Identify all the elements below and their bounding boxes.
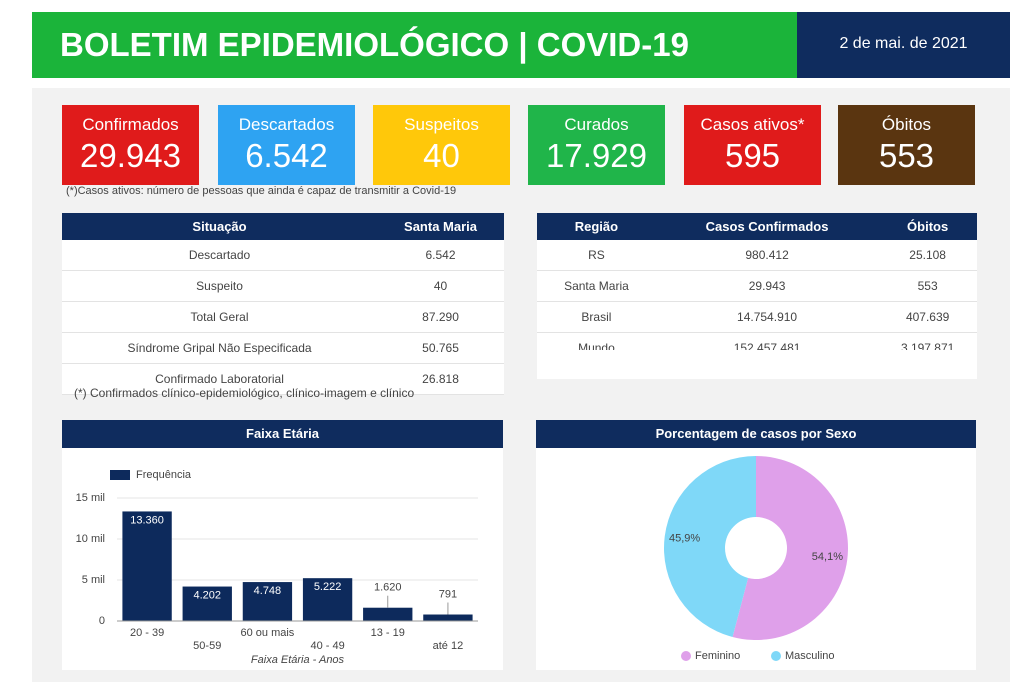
- bar: [242, 582, 293, 621]
- header-row: Região Casos Confirmados Óbitos: [537, 213, 977, 240]
- legend-dot: [771, 651, 781, 661]
- header-row: Situação Santa Maria: [62, 213, 504, 240]
- table-row: Brasil 14.754.910 407.639: [537, 301, 977, 333]
- table-row: Total Geral 87.290: [62, 301, 504, 333]
- value-label: 4.202: [193, 589, 221, 601]
- legend-dot: [681, 651, 691, 661]
- column-header: Casos Confirmados: [655, 213, 879, 240]
- table-regiao: Região Casos Confirmados Óbitos RS 980.412 25…: [537, 213, 977, 364]
- kpi-value: 40: [423, 137, 460, 174]
- bar: [363, 607, 413, 621]
- kpi-label: Confirmados: [82, 115, 179, 134]
- y-tick-label: 10 mil: [76, 533, 105, 545]
- table-cell: Total Geral: [62, 301, 378, 333]
- table-cell: 40: [377, 270, 504, 302]
- kpi-value: 553: [878, 137, 935, 174]
- kpi-card: Suspeitos 40: [373, 105, 510, 185]
- value-label: 1.620: [374, 582, 402, 594]
- table-cell: 407.639: [878, 301, 977, 333]
- table-cell: 50.765: [377, 332, 504, 364]
- kpi-label: Curados: [564, 115, 629, 134]
- kpi-card: Descartados 6.542: [218, 105, 355, 185]
- table-cell: Descartado: [62, 240, 378, 271]
- table-cell: 29.943: [655, 270, 879, 302]
- legend-label: Masculino: [785, 650, 835, 662]
- table-cell: 6.542: [377, 240, 504, 271]
- x-tick-label: 50-59: [193, 640, 221, 652]
- column-header: Região: [537, 213, 656, 240]
- x-tick-label: 40 - 49: [310, 640, 344, 652]
- kpi-card: Confirmados 29.943: [62, 105, 199, 185]
- x-tick-label: 60 ou mais: [241, 627, 295, 639]
- table-cell: 980.412: [655, 240, 879, 271]
- table-cell: RS: [537, 240, 656, 271]
- slice-label: 54,1%: [812, 551, 843, 563]
- y-tick-label: 5 mil: [82, 574, 105, 586]
- header-date: 2 de mai. de 2021: [797, 12, 1010, 78]
- bar-chart: 0 5 mil 10 mil 15 mil Frequência 13.360 20 - 3…: [76, 469, 478, 666]
- kpi-label: Casos ativos*: [700, 115, 805, 134]
- pie-slice: [663, 456, 756, 637]
- y-tick-label: 0: [99, 615, 105, 627]
- table-cell: Confirmado Laboratorial: [62, 363, 378, 395]
- kpi-card: Casos ativos* 595: [684, 105, 821, 185]
- kpi-card: Óbitos 553: [838, 105, 975, 185]
- table-cell: 553: [878, 270, 977, 302]
- x-tick-label: até 12: [433, 640, 464, 652]
- legend-label: Frequência: [136, 469, 192, 481]
- y-tick-label: 15 mil: [76, 492, 105, 504]
- kpi-value: 29.943: [80, 137, 181, 174]
- kpi-value: 595: [724, 137, 781, 174]
- legend-label: Feminino: [695, 650, 740, 662]
- table-cell: 26.818: [377, 363, 504, 395]
- table-row: Suspeito 40: [62, 270, 504, 302]
- pie-slice: [732, 456, 848, 640]
- table-cell: Santa Maria: [537, 270, 656, 302]
- table-cell: 87.290: [377, 301, 504, 333]
- kpi-value: 6.542: [245, 137, 328, 174]
- table-row: Síndrome Gripal Não Especificada 50.765: [62, 332, 504, 364]
- table-row: Confirmado Laboratorial 26.818: [62, 363, 504, 395]
- value-label: 791: [439, 588, 457, 600]
- column-header: Santa Maria: [377, 213, 504, 240]
- legend-swatch: [110, 470, 130, 480]
- bar: [302, 578, 353, 621]
- table-note: (*) Confirmados clínico-epidemiológico, …: [74, 386, 415, 400]
- table-cell: Brasil: [537, 301, 656, 333]
- column-header: Óbitos: [878, 213, 977, 240]
- table-filler: [537, 350, 977, 379]
- table-cell: 14.754.910: [655, 301, 879, 333]
- kpi-label: Suspeitos: [404, 115, 479, 134]
- kpi-note: (*)Casos ativos: número de pessoas que a…: [66, 185, 457, 197]
- table-situacao: Situação Santa Maria Descartado 6.542 Suspei…: [62, 213, 504, 395]
- bar-panel: Faixa Etária 0 5 mil 10 mil 15 mil Frequênci…: [62, 420, 503, 670]
- column-header: Situação: [62, 213, 378, 240]
- table-cell: Suspeito: [62, 270, 378, 302]
- bar-title: Faixa Etária: [62, 420, 503, 448]
- x-axis-title: Faixa Etária - Anos: [251, 654, 345, 666]
- kpi-card: Curados 17.929: [528, 105, 665, 185]
- table-row: Santa Maria 29.943 553: [537, 270, 977, 302]
- value-label: 5.222: [314, 581, 342, 593]
- pie-title: Porcentagem de casos por Sexo: [536, 420, 976, 448]
- kpi-label: Descartados: [238, 115, 335, 134]
- pie-chart: 54,1% Feminino 45,9% Masculino: [663, 456, 848, 662]
- bar: [122, 511, 172, 621]
- header-title: BOLETIM EPIDEMIOLÓGICO | COVID-19: [32, 12, 797, 78]
- kpi-value: 17.929: [546, 137, 647, 174]
- bar: [182, 586, 232, 621]
- x-tick-label: 20 - 39: [130, 627, 164, 639]
- table-cell: 25.108: [878, 240, 977, 271]
- value-label: 4.748: [254, 585, 282, 597]
- value-label: 13.360: [130, 514, 164, 526]
- table-cell: Síndrome Gripal Não Especificada: [62, 332, 378, 364]
- table-row: Descartado 6.542: [62, 240, 504, 271]
- pie-panel: Porcentagem de casos por Sexo 54,1% Femin…: [536, 420, 976, 670]
- slice-label: 45,9%: [669, 533, 700, 545]
- table-row: RS 980.412 25.108: [537, 240, 977, 271]
- bar: [423, 614, 473, 621]
- kpi-label: Óbitos: [881, 115, 932, 134]
- x-tick-label: 13 - 19: [371, 627, 405, 639]
